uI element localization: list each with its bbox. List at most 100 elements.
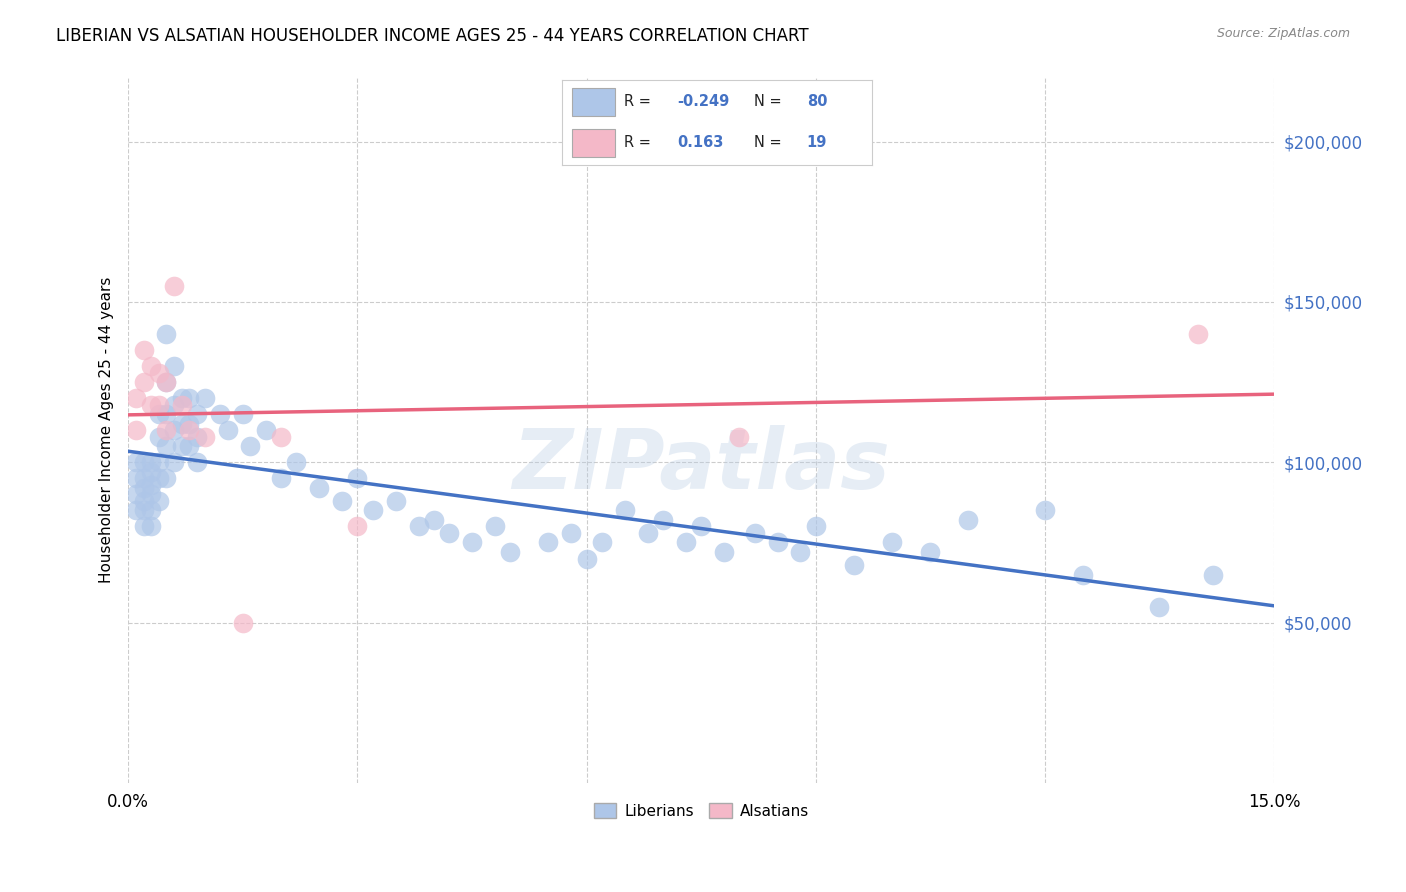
- Text: R =: R =: [624, 95, 655, 110]
- Point: [804, 519, 827, 533]
- Point: [957, 513, 980, 527]
- Text: R =: R =: [624, 135, 655, 150]
- Point: [148, 407, 170, 421]
- Point: [155, 375, 177, 389]
- Point: [155, 375, 177, 389]
- Point: [186, 430, 208, 444]
- Point: [1202, 567, 1225, 582]
- Text: -0.249: -0.249: [676, 95, 730, 110]
- Point: [132, 375, 155, 389]
- Point: [179, 391, 201, 405]
- Point: [163, 279, 186, 293]
- Point: [728, 430, 751, 444]
- Point: [132, 493, 155, 508]
- Point: [155, 439, 177, 453]
- Point: [132, 343, 155, 357]
- Point: [148, 455, 170, 469]
- Point: [170, 417, 193, 431]
- Point: [179, 417, 201, 431]
- Point: [384, 493, 406, 508]
- Point: [1187, 326, 1209, 341]
- Text: N =: N =: [754, 135, 786, 150]
- Point: [141, 455, 163, 469]
- Point: [141, 519, 163, 533]
- Point: [1071, 567, 1094, 582]
- Text: 80: 80: [807, 95, 827, 110]
- Point: [132, 519, 155, 533]
- Text: LIBERIAN VS ALSATIAN HOUSEHOLDER INCOME AGES 25 - 44 YEARS CORRELATION CHART: LIBERIAN VS ALSATIAN HOUSEHOLDER INCOME …: [56, 27, 808, 45]
- Point: [880, 535, 903, 549]
- Point: [125, 487, 148, 501]
- Point: [163, 423, 186, 437]
- Point: [423, 513, 446, 527]
- Point: [308, 481, 330, 495]
- FancyBboxPatch shape: [572, 88, 614, 116]
- Text: 19: 19: [807, 135, 827, 150]
- Point: [346, 519, 368, 533]
- Point: [155, 326, 177, 341]
- Point: [163, 398, 186, 412]
- Point: [132, 503, 155, 517]
- Point: [789, 545, 811, 559]
- Point: [652, 513, 675, 527]
- Point: [254, 423, 277, 437]
- Point: [170, 398, 193, 412]
- Text: N =: N =: [754, 95, 786, 110]
- Point: [232, 615, 254, 630]
- Point: [713, 545, 735, 559]
- Point: [141, 465, 163, 479]
- Point: [330, 493, 353, 508]
- Text: 0.163: 0.163: [676, 135, 723, 150]
- Point: [437, 525, 460, 540]
- Point: [148, 471, 170, 485]
- Point: [637, 525, 659, 540]
- Point: [125, 471, 148, 485]
- Point: [194, 430, 217, 444]
- Point: [484, 519, 506, 533]
- Point: [842, 558, 865, 572]
- Point: [675, 535, 697, 549]
- Point: [560, 525, 582, 540]
- Point: [591, 535, 613, 549]
- Point: [217, 423, 239, 437]
- Point: [461, 535, 484, 549]
- Point: [125, 391, 148, 405]
- Point: [285, 455, 308, 469]
- Point: [613, 503, 636, 517]
- Point: [208, 407, 231, 421]
- Point: [346, 471, 368, 485]
- Point: [125, 503, 148, 517]
- Point: [179, 439, 201, 453]
- Point: [155, 407, 177, 421]
- Point: [170, 439, 193, 453]
- Point: [148, 398, 170, 412]
- Point: [744, 525, 766, 540]
- Point: [537, 535, 560, 549]
- Point: [148, 366, 170, 380]
- Point: [155, 471, 177, 485]
- Text: Source: ZipAtlas.com: Source: ZipAtlas.com: [1216, 27, 1350, 40]
- Point: [170, 391, 193, 405]
- Point: [575, 551, 598, 566]
- Point: [163, 359, 186, 373]
- Legend: Liberians, Alsatians: Liberians, Alsatians: [588, 797, 815, 825]
- Text: ZIPatlas: ZIPatlas: [512, 425, 890, 506]
- Point: [270, 471, 292, 485]
- Point: [148, 493, 170, 508]
- Point: [1033, 503, 1056, 517]
- Point: [920, 545, 942, 559]
- Point: [361, 503, 384, 517]
- Point: [690, 519, 713, 533]
- Point: [125, 423, 148, 437]
- Point: [163, 455, 186, 469]
- Point: [186, 455, 208, 469]
- FancyBboxPatch shape: [572, 128, 614, 157]
- Point: [132, 455, 155, 469]
- Point: [232, 407, 254, 421]
- Point: [186, 407, 208, 421]
- Point: [141, 487, 163, 501]
- Point: [125, 455, 148, 469]
- Point: [132, 481, 155, 495]
- Point: [766, 535, 789, 549]
- Point: [141, 398, 163, 412]
